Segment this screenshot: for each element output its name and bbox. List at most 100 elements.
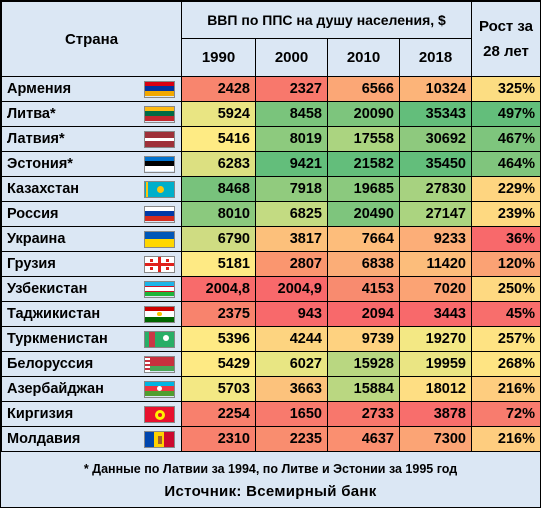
gdp-value-2010: 15884 bbox=[327, 376, 400, 402]
flag-cell bbox=[137, 126, 182, 152]
armenia-flag-icon bbox=[143, 80, 175, 98]
gdp-value-2010: 4637 bbox=[327, 426, 400, 452]
country-name: Узбекистан bbox=[1, 276, 138, 302]
gdp-value-2000: 9421 bbox=[255, 151, 328, 177]
lithuania-flag-icon bbox=[143, 105, 175, 123]
table-row: Украина 6790 3817 7664 9233 36% bbox=[1, 226, 541, 252]
gdp-value-1990: 5416 bbox=[181, 126, 256, 152]
flag-cell bbox=[137, 376, 182, 402]
gdp-value-1990: 2375 bbox=[181, 301, 256, 327]
flag-cell bbox=[137, 226, 182, 252]
table-row: Молдавия 2310 2235 4637 7300 216% bbox=[1, 426, 541, 452]
gdp-value-1990: 2004,8 bbox=[181, 276, 256, 302]
source-line: Источник: Всемирный банк bbox=[164, 483, 377, 500]
gdp-value-2000: 8458 bbox=[255, 101, 328, 127]
country-name: Белоруссия bbox=[1, 351, 138, 377]
growth-header: Рост за 28 лет bbox=[471, 1, 541, 77]
gdp-value-2018: 10324 bbox=[399, 76, 472, 102]
gdp-value-2000: 4244 bbox=[255, 326, 328, 352]
gdp-table: Страна ВВП по ППС на душу населения, $ Р… bbox=[1, 1, 541, 452]
gdp-value-2010: 6566 bbox=[327, 76, 400, 102]
gdp-value-2010: 21582 bbox=[327, 151, 400, 177]
gdp-value-2010: 2733 bbox=[327, 401, 400, 427]
kazakhstan-flag-icon bbox=[143, 180, 175, 198]
year-header: 2000 bbox=[255, 38, 328, 77]
gdp-value-1990: 5429 bbox=[181, 351, 256, 377]
flag-cell bbox=[137, 251, 182, 277]
gdp-value-1990: 2428 bbox=[181, 76, 256, 102]
country-name: Литва* bbox=[1, 101, 138, 127]
gdp-value-2018: 27830 bbox=[399, 176, 472, 202]
flag-cell bbox=[137, 151, 182, 177]
growth-value: 216% bbox=[471, 376, 541, 402]
country-name: Грузия bbox=[1, 251, 138, 277]
footnote: * Данные по Латвии за 1994, по Литве и Э… bbox=[83, 462, 458, 476]
gdp-value-2018: 27147 bbox=[399, 201, 472, 227]
gdp-value-1990: 2310 bbox=[181, 426, 256, 452]
estonia-flag-icon bbox=[143, 155, 175, 173]
country-name: Туркменистан bbox=[1, 326, 138, 352]
gdp-value-1990: 5703 bbox=[181, 376, 256, 402]
gdp-value-2018: 35450 bbox=[399, 151, 472, 177]
gdp-value-2018: 19270 bbox=[399, 326, 472, 352]
year-header: 2018 bbox=[399, 38, 472, 77]
georgia-flag-icon bbox=[143, 255, 175, 273]
country-name: Армения bbox=[1, 76, 138, 102]
growth-value: 497% bbox=[471, 101, 541, 127]
gdp-value-2018: 18012 bbox=[399, 376, 472, 402]
gdp-value-2018: 7020 bbox=[399, 276, 472, 302]
country-name: Латвия* bbox=[1, 126, 138, 152]
flag-cell bbox=[137, 426, 182, 452]
gdp-value-2010: 15928 bbox=[327, 351, 400, 377]
gdp-value-2000: 943 bbox=[255, 301, 328, 327]
gdp-value-2010: 19685 bbox=[327, 176, 400, 202]
gdp-value-2010: 2094 bbox=[327, 301, 400, 327]
growth-value: 464% bbox=[471, 151, 541, 177]
gdp-value-2018: 35343 bbox=[399, 101, 472, 127]
gdp-value-1990: 8010 bbox=[181, 201, 256, 227]
growth-value: 72% bbox=[471, 401, 541, 427]
moldova-flag-icon bbox=[143, 430, 175, 448]
flag-cell bbox=[137, 101, 182, 127]
gdp-value-2018: 19959 bbox=[399, 351, 472, 377]
growth-value: 229% bbox=[471, 176, 541, 202]
flag-cell bbox=[137, 326, 182, 352]
belarus-flag-icon bbox=[143, 355, 175, 373]
gdp-value-2000: 3663 bbox=[255, 376, 328, 402]
gdp-value-2000: 1650 bbox=[255, 401, 328, 427]
flag-cell bbox=[137, 276, 182, 302]
ukraine-flag-icon bbox=[143, 230, 175, 248]
table-row: Латвия* 5416 8019 17558 30692 467% bbox=[1, 126, 541, 152]
table-row: Туркменистан 5396 4244 9739 19270 257% bbox=[1, 326, 541, 352]
gdp-value-1990: 8468 bbox=[181, 176, 256, 202]
gdp-value-2018: 11420 bbox=[399, 251, 472, 277]
country-name: Таджикистан bbox=[1, 301, 138, 327]
country-name: Азербайджан bbox=[1, 376, 138, 402]
gdp-value-1990: 2254 bbox=[181, 401, 256, 427]
growth-value: 467% bbox=[471, 126, 541, 152]
country-name: Россия bbox=[1, 201, 138, 227]
flag-cell bbox=[137, 301, 182, 327]
growth-value: 325% bbox=[471, 76, 541, 102]
gdp-header: ВВП по ППС на душу населения, $ bbox=[181, 1, 472, 39]
gdp-value-2018: 30692 bbox=[399, 126, 472, 152]
country-name: Молдавия bbox=[1, 426, 138, 452]
gdp-value-1990: 5181 bbox=[181, 251, 256, 277]
gdp-value-2000: 7918 bbox=[255, 176, 328, 202]
gdp-value-2010: 9739 bbox=[327, 326, 400, 352]
year-header: 1990 bbox=[181, 38, 256, 77]
table-row: Таджикистан 2375 943 2094 3443 45% bbox=[1, 301, 541, 327]
country-name: Киргизия bbox=[1, 401, 138, 427]
gdp-value-2018: 7300 bbox=[399, 426, 472, 452]
gdp-value-2010: 4153 bbox=[327, 276, 400, 302]
gdp-value-2000: 6825 bbox=[255, 201, 328, 227]
gdp-value-2000: 2235 bbox=[255, 426, 328, 452]
gdp-value-2000: 2807 bbox=[255, 251, 328, 277]
kyrgyzstan-flag-icon bbox=[143, 405, 175, 423]
gdp-value-2010: 6838 bbox=[327, 251, 400, 277]
gdp-value-2018: 3443 bbox=[399, 301, 472, 327]
table-row: Киргизия 2254 1650 2733 3878 72% bbox=[1, 401, 541, 427]
gdp-value-2010: 17558 bbox=[327, 126, 400, 152]
table-row: Литва* 5924 8458 20090 35343 497% bbox=[1, 101, 541, 127]
